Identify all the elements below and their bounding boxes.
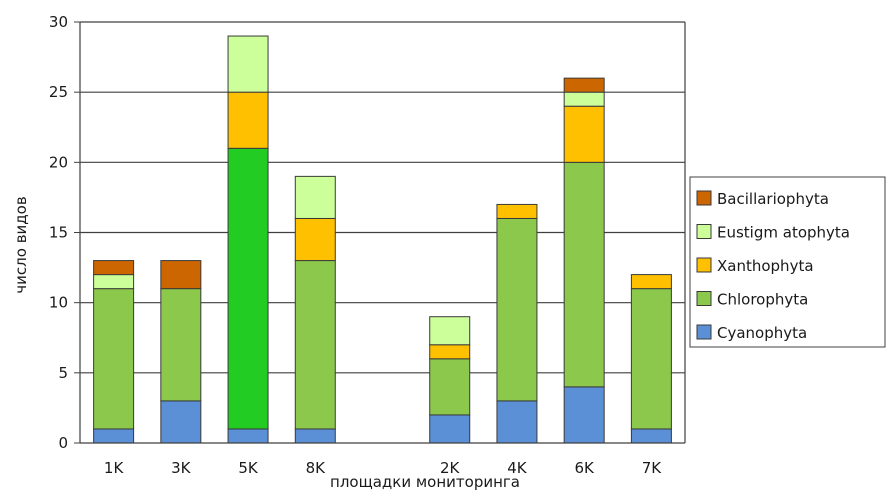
bar-segment-cyanophyta	[294, 428, 336, 444]
bar-segment-cyanophyta	[429, 414, 471, 444]
axes	[74, 21, 686, 444]
bar-segment-eustigm-atophyta	[294, 175, 336, 219]
x-tick-label: 1K	[104, 459, 125, 477]
x-tick-label: 7K	[642, 459, 663, 477]
legend-label: Chlorophyta	[717, 291, 808, 309]
x-axis-title: площадки мониторинга	[330, 473, 520, 491]
bar-segment-cyanophyta	[160, 400, 202, 444]
bar-segment-cyanophyta	[496, 400, 538, 444]
bar-segment-chlorophyta	[563, 161, 605, 388]
bar-segment-cyanophyta	[630, 428, 672, 444]
x-tick-label: 2K	[440, 459, 461, 477]
bar-segment-eustigm-atophyta	[227, 35, 269, 93]
y-tick-label: 20	[49, 153, 68, 171]
tick-labels: 0 5 10 15 20 25 30 1K 3K 5K 8K 2K 4K 6K 7K	[49, 13, 662, 477]
y-tick-label: 30	[49, 13, 68, 31]
x-tick-label: 3K	[171, 459, 192, 477]
bar-segment-chlorophyta	[429, 358, 471, 416]
legend-swatch	[696, 257, 712, 273]
bar-segment-bacillariophyta	[160, 260, 202, 290]
legend: Bacillariophyta Eustigm atophyta Xanthophy…	[689, 176, 886, 348]
bar-segment-chlorophyta	[630, 288, 672, 430]
x-tick-label: 4K	[507, 459, 528, 477]
bar-segment-eustigm-atophyta	[563, 91, 605, 107]
bar-segment-eustigm-atophyta	[93, 274, 135, 290]
bars	[93, 35, 672, 444]
x-tick-label: 6K	[574, 459, 595, 477]
bar-segment-bacillariophyta	[93, 260, 135, 276]
bar-segment-chlorophyta	[294, 260, 336, 430]
bar-segment-chlorophyta	[160, 288, 202, 402]
legend-box	[689, 176, 886, 348]
bar-segment-xanthophyta	[227, 91, 269, 149]
x-tick-label: 8K	[306, 459, 327, 477]
bar-segment-cyanophyta	[93, 428, 135, 444]
legend-swatch	[696, 291, 712, 306]
legend-swatch	[696, 324, 712, 340]
bar-segment-xanthophyta	[496, 203, 538, 219]
legend-swatch	[696, 224, 712, 239]
bar-segment-xanthophyta	[563, 105, 605, 163]
legend-label: Eustigm atophyta	[717, 224, 850, 242]
legend-label: Xanthophyta	[717, 257, 814, 275]
bar-segment-chlorophyta	[496, 217, 538, 402]
y-tick-label: 15	[49, 224, 68, 242]
bar-segment-cyanophyta	[227, 428, 269, 444]
bar-segment-bacillariophyta	[563, 77, 605, 93]
bar-segment-xanthophyta	[630, 274, 672, 290]
bar-segment-xanthophyta	[294, 217, 336, 262]
bar-segment-xanthophyta	[429, 344, 471, 360]
x-tick-label: 5K	[238, 459, 259, 477]
bar-segment-chlorophyta	[227, 147, 269, 430]
legend-label: Cyanophyta	[717, 324, 807, 342]
y-tick-label: 10	[49, 294, 68, 312]
legend-label: Bacillariophyta	[717, 190, 829, 208]
legend-swatch	[696, 190, 712, 206]
y-tick-label: 0	[58, 434, 68, 452]
bar-segment-chlorophyta	[93, 288, 135, 430]
y-tick-label: 25	[49, 83, 68, 101]
y-tick-label: 5	[58, 364, 68, 382]
bar-segment-cyanophyta	[563, 386, 605, 444]
bar-segment-eustigm-atophyta	[429, 316, 471, 346]
y-axis-title: число видов	[12, 196, 30, 293]
